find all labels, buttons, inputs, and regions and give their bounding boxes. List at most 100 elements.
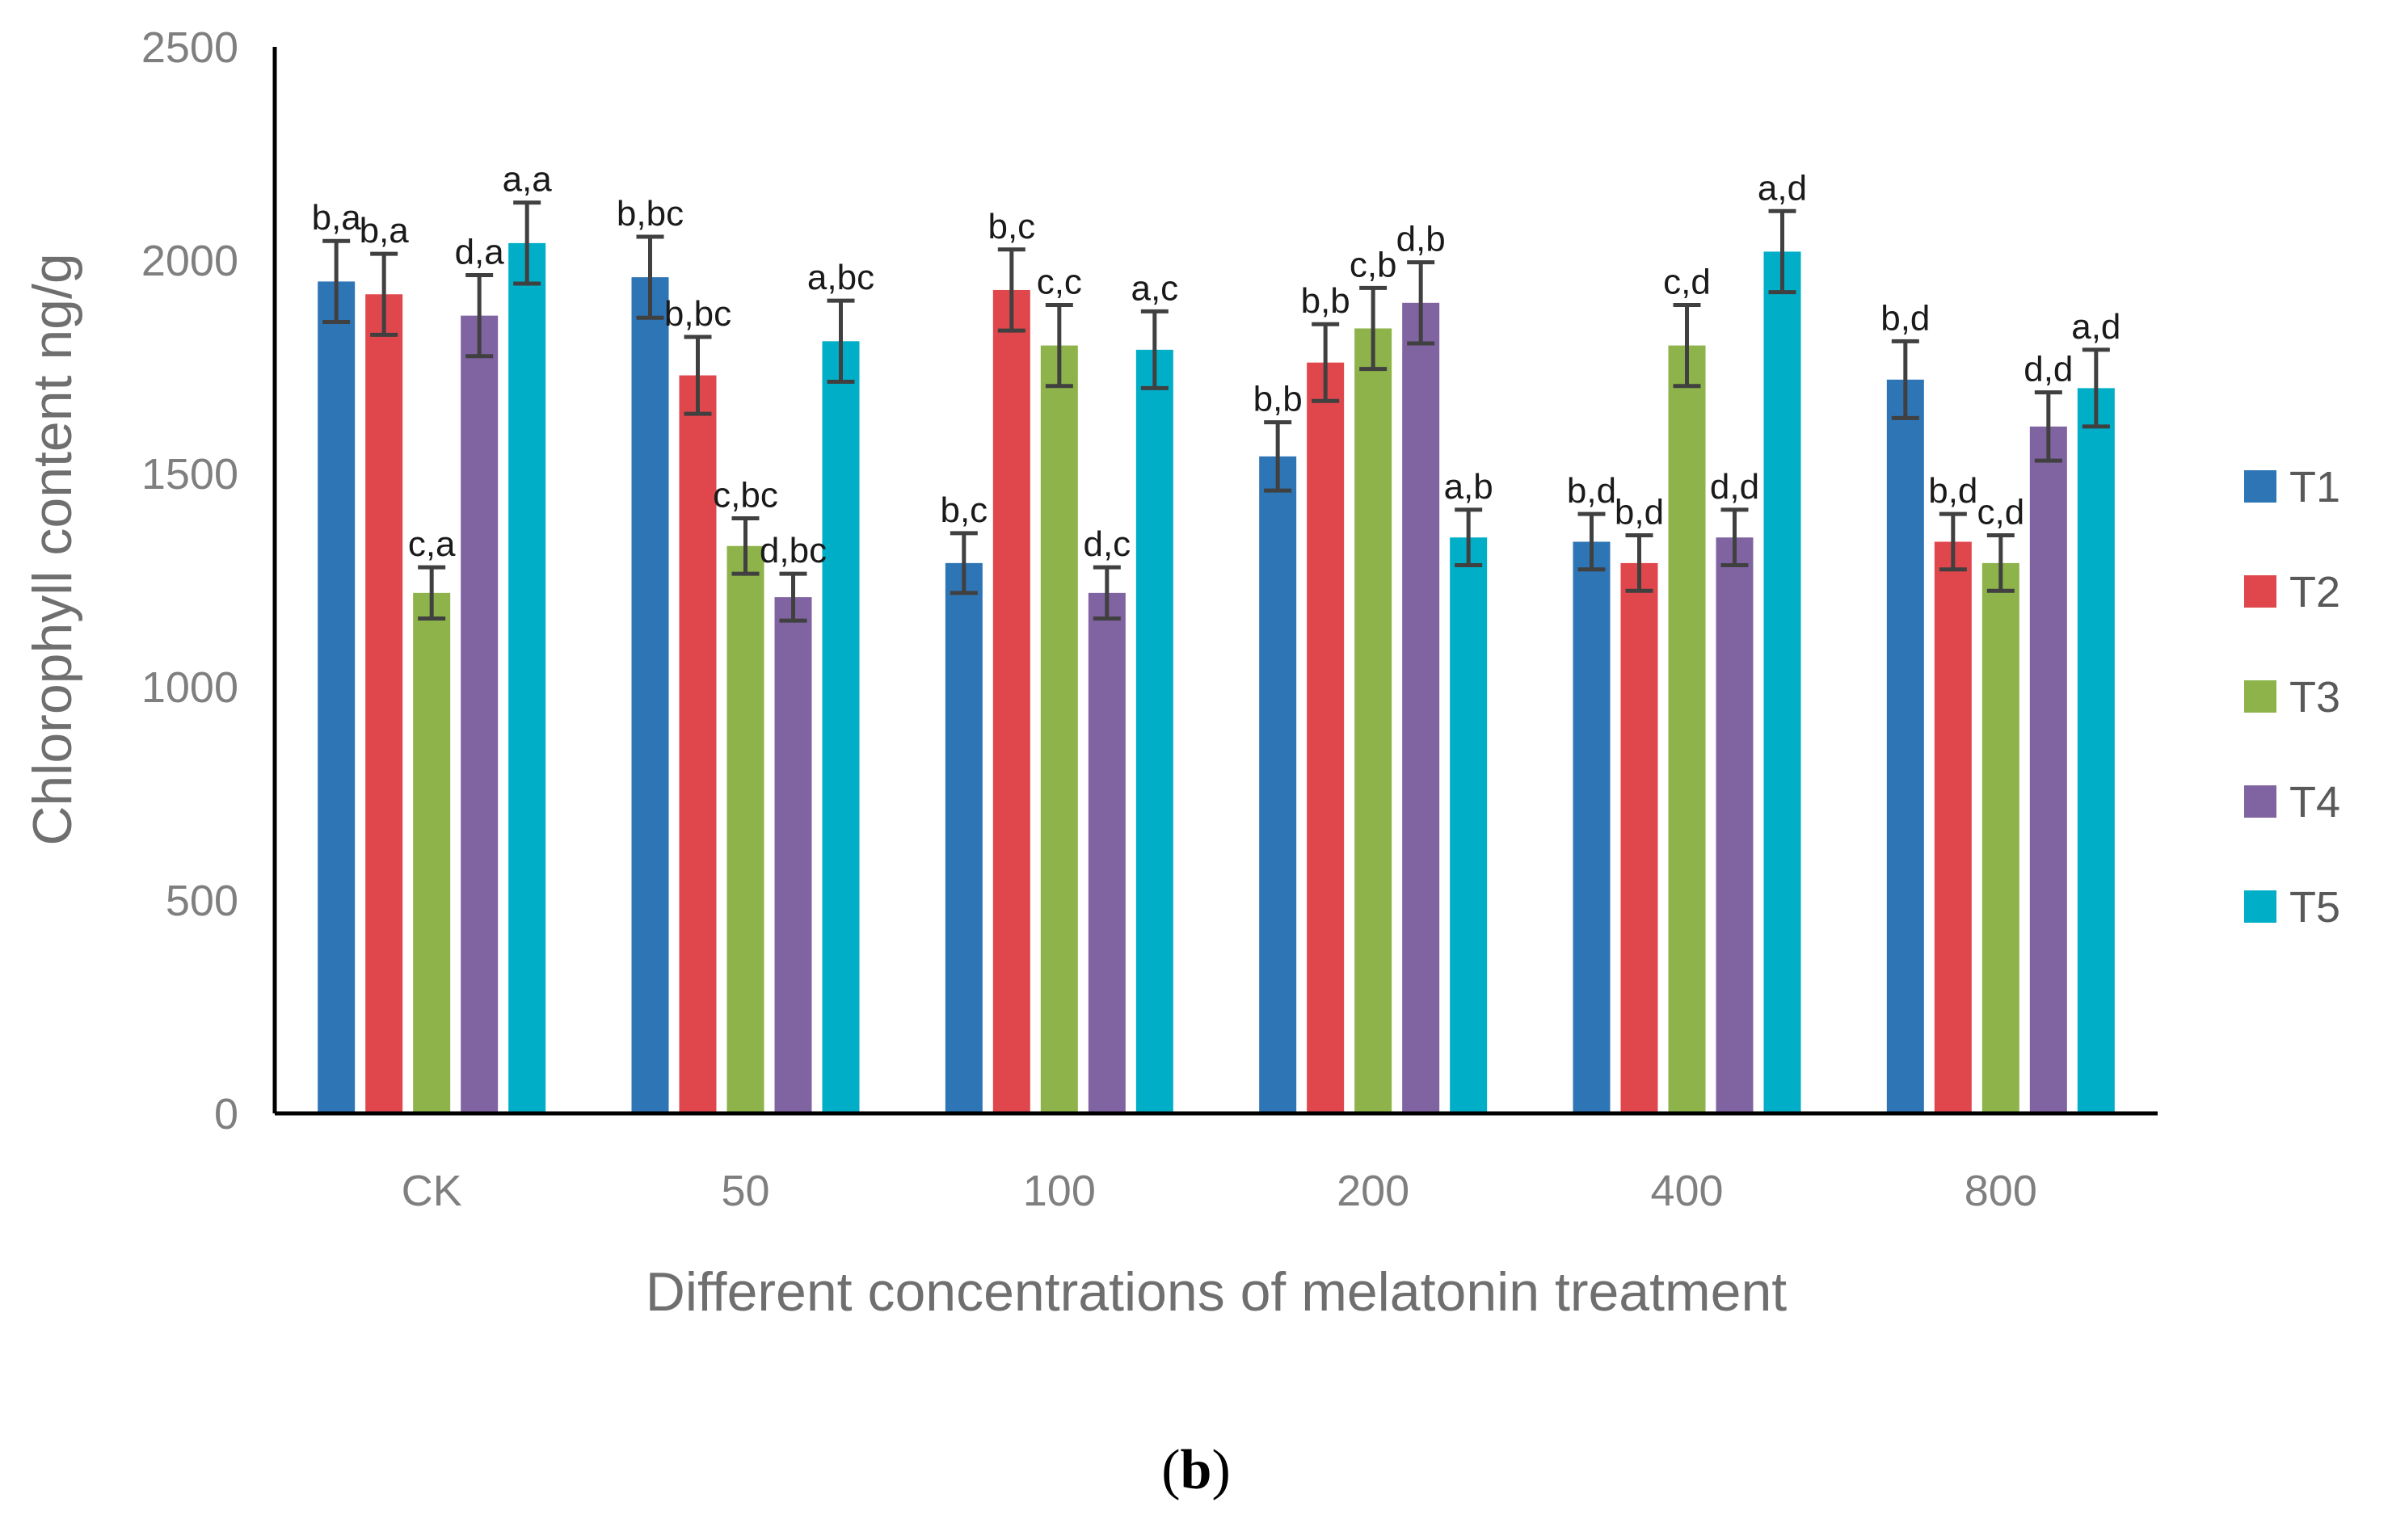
bars-layer [318,242,2115,1114]
data-label: c,d [1977,493,2024,532]
legend-swatch [2244,680,2276,713]
bar-t3 [413,592,451,1113]
legend-label: T1 [2289,463,2340,511]
legend-label: T2 [2289,568,2340,616]
data-labels-layer: b,a b,bcb,cb,bb,db,db,ab,bcb,cb,bb,db,dc,… [312,160,2121,570]
legend-label: T3 [2289,673,2340,722]
data-label: a,d [2071,307,2120,347]
error-bar [636,234,664,320]
error-bar [2034,390,2062,463]
error-bar [950,531,978,595]
legend-swatch [2244,470,2276,503]
bar-t1 [1573,541,1611,1113]
bar-t1 [631,277,669,1113]
data-label: d,d [1710,467,1759,507]
x-axis-title: Different concentrations of melatonin tr… [646,1261,1788,1323]
data-label: a,b [1444,467,1493,507]
bar-t4 [1402,302,1440,1113]
y-tick-label: 2000 [141,237,238,285]
figure-caption: (b) [0,1438,2392,1503]
data-label: c,d [1663,262,1711,301]
y-tick-label: 1000 [141,663,238,712]
data-label: b,bc [617,194,684,234]
error-bar [1455,507,1483,568]
data-label: b,b [1253,380,1303,419]
bar-t5 [2077,388,2115,1113]
bar-t4 [1088,592,1126,1113]
data-label: d,c [1083,524,1131,564]
x-tick-label: 800 [1965,1167,2037,1215]
data-label: a,bc [807,258,874,297]
error-bar [731,515,760,576]
legend-label: T5 [2289,883,2340,932]
data-label: a,a [503,160,553,200]
y-axis-title: Chlorophyll content ng/g [22,253,83,845]
error-bar [1768,208,1796,295]
bar-t5 [508,242,546,1113]
y-tick-label: 2500 [141,23,238,72]
legend-swatch [2244,785,2276,818]
legend-item-t3: T3 [2244,673,2340,722]
y-tick-label: 500 [166,877,238,925]
data-label: d,b [1396,220,1446,259]
legend-label: T4 [2289,778,2340,827]
error-bar [1577,511,1606,572]
error-bar [322,238,351,325]
x-tick-labels: CK 50 100 200 400 800 [402,1167,2037,1215]
legend-item-t5: T5 [2244,883,2340,932]
bar-t2 [1934,541,1972,1113]
y-tick-label: 0 [214,1090,238,1138]
bar-t3 [1981,562,2019,1113]
error-bar [1720,507,1749,568]
caption-letter: b [1180,1439,1212,1501]
error-bar [997,247,1025,333]
bar-t4 [1716,537,1754,1113]
data-label: a,d [1758,168,1807,208]
legend: T1 T2 T3 T4 T5 [2244,463,2340,932]
bar-t2 [679,375,717,1113]
data-label: d,a [455,232,505,271]
error-bar [1891,339,1919,420]
error-bar [827,298,855,384]
error-bar [1093,565,1121,621]
data-label: b,c [940,490,988,530]
error-bar [513,200,541,286]
error-bar [1986,533,2015,593]
bar-t4 [774,597,812,1113]
data-label: b,d [1880,298,1930,338]
data-label: b,c [988,207,1035,246]
legend-swatch [2244,575,2276,608]
data-label: a,c [1131,268,1178,308]
error-bar [2082,347,2110,429]
caption-close-paren: ) [1211,1439,1231,1501]
error-bar [1939,511,1967,572]
bar-t5 [1135,349,1173,1113]
legend-item-t4: T4 [2244,778,2340,827]
data-label: d,bc [760,531,827,570]
bar-t1 [1259,456,1297,1113]
bar-t3 [726,545,764,1113]
x-tick-label: 100 [1023,1167,1096,1215]
error-bar [684,335,712,416]
x-tick-label: 200 [1337,1167,1409,1215]
legend-item-t2: T2 [2244,568,2340,616]
legend-swatch [2244,890,2276,923]
data-label: d,d [2024,350,2073,389]
data-label: b,d [1567,471,1616,511]
data-label: c,a [408,524,456,564]
error-bar [779,571,807,623]
x-tick-label: CK [402,1167,462,1215]
bar-t3 [1668,345,1706,1114]
bar-t3 [1040,345,1078,1114]
data-label: b,d [1615,493,1664,532]
error-bar [465,272,494,359]
error-bar [1625,533,1653,593]
data-label: b,a [360,211,410,250]
data-label: c,bc [713,475,778,515]
error-bar [1359,285,1388,372]
x-tick-label: 50 [721,1167,769,1215]
error-bar [1407,260,1435,346]
bar-t2 [1620,562,1658,1113]
data-label: b,bc [664,294,731,334]
